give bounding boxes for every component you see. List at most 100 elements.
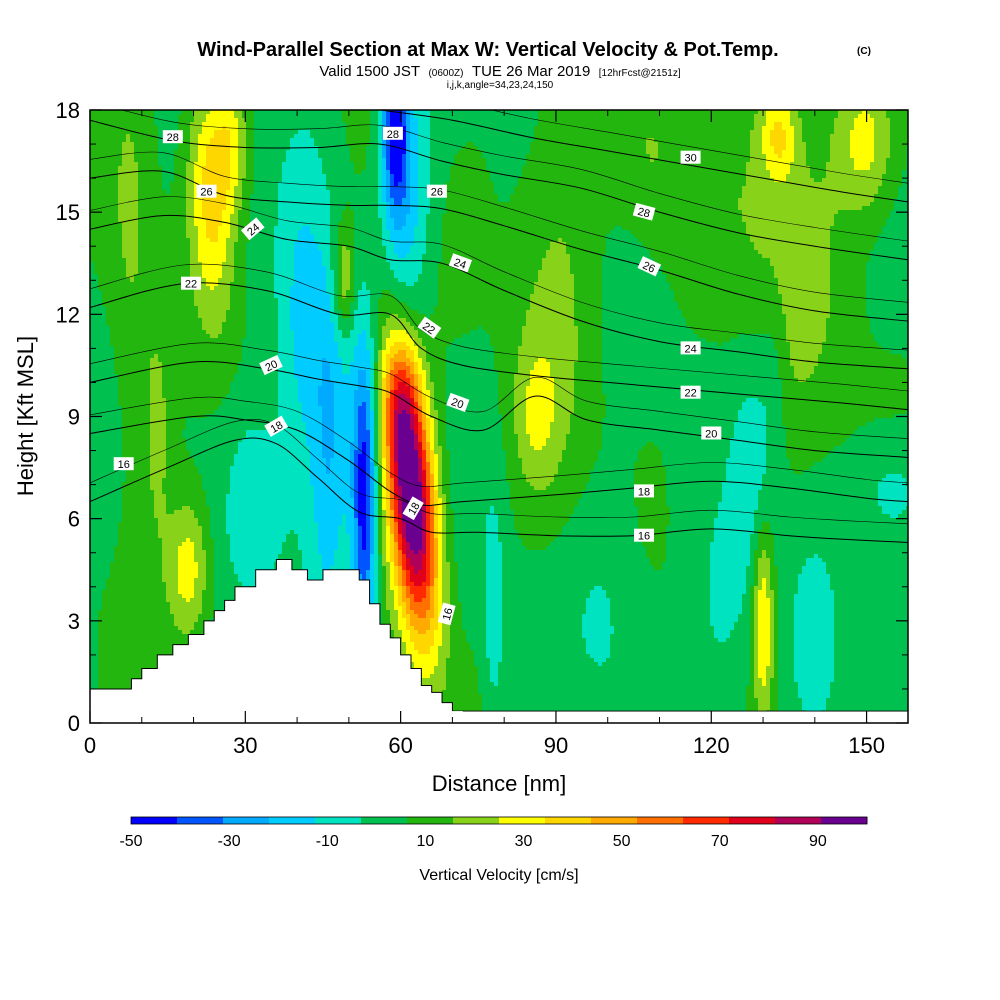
velocity-cell	[342, 134, 347, 139]
velocity-cell	[598, 134, 603, 139]
velocity-cell	[330, 122, 335, 127]
velocity-cell	[334, 122, 339, 127]
velocity-cell	[586, 114, 591, 119]
velocity-cell	[746, 134, 751, 139]
velocity-cell	[602, 118, 607, 123]
velocity-cell	[330, 118, 335, 123]
velocity-cell	[702, 134, 707, 139]
velocity-cell	[594, 118, 599, 123]
velocity-cell	[370, 126, 375, 131]
velocity-cell	[518, 130, 523, 135]
velocity-cell	[878, 118, 883, 123]
velocity-cell	[430, 122, 435, 127]
velocity-cell	[642, 130, 647, 135]
velocity-cell	[594, 134, 599, 139]
velocity-cell	[854, 118, 859, 123]
velocity-cell	[150, 118, 155, 123]
velocity-cell	[598, 114, 603, 119]
velocity-cell	[350, 130, 355, 135]
velocity-cell	[478, 114, 483, 119]
velocity-cell	[622, 130, 627, 135]
velocity-cell	[710, 130, 715, 135]
velocity-cell	[814, 126, 819, 131]
velocity-cell	[202, 134, 207, 139]
velocity-cell	[666, 126, 671, 131]
velocity-cell	[490, 122, 495, 127]
velocity-cell	[374, 126, 379, 131]
velocity-cell	[570, 114, 575, 119]
velocity-cell	[674, 122, 679, 127]
velocity-cell	[314, 122, 319, 127]
velocity-cell	[682, 122, 687, 127]
velocity-cell	[866, 122, 871, 127]
velocity-cell	[354, 118, 359, 123]
velocity-cell	[306, 130, 311, 135]
velocity-cell	[138, 126, 143, 131]
velocity-cell	[262, 118, 267, 123]
velocity-cell	[538, 134, 543, 139]
velocity-cell	[366, 126, 371, 131]
velocity-cell	[250, 118, 255, 123]
velocity-cell	[338, 130, 343, 135]
velocity-cell	[650, 134, 655, 139]
velocity-cell	[306, 122, 311, 127]
velocity-cell	[362, 114, 367, 119]
velocity-cell	[222, 130, 227, 135]
velocity-cell	[490, 118, 495, 123]
velocity-cell	[558, 118, 563, 123]
velocity-cell	[298, 130, 303, 135]
velocity-cell	[370, 134, 375, 139]
velocity-cell	[122, 130, 127, 135]
velocity-cell	[266, 126, 271, 131]
velocity-cell	[238, 122, 243, 127]
velocity-cell	[878, 122, 883, 127]
velocity-cell	[686, 118, 691, 123]
velocity-cell	[290, 130, 295, 135]
velocity-cell	[390, 122, 395, 127]
velocity-cell	[818, 134, 823, 139]
velocity-cell	[474, 114, 479, 119]
velocity-cell	[530, 130, 535, 135]
velocity-cell	[782, 126, 787, 131]
velocity-cell	[774, 134, 779, 139]
velocity-cell	[534, 130, 539, 135]
velocity-cell	[734, 134, 739, 139]
velocity-cell	[470, 134, 475, 139]
velocity-cell	[334, 126, 339, 131]
velocity-cell	[666, 114, 671, 119]
velocity-cell	[230, 134, 235, 139]
velocity-cell	[318, 130, 323, 135]
velocity-cell	[794, 122, 799, 127]
velocity-cell	[638, 118, 643, 123]
velocity-cell	[590, 122, 595, 127]
velocity-cell	[210, 118, 215, 123]
velocity-cell	[702, 130, 707, 135]
velocity-cell	[758, 126, 763, 131]
velocity-cell	[526, 126, 531, 131]
velocity-cell	[626, 118, 631, 123]
velocity-cell	[838, 122, 843, 127]
velocity-cell	[670, 122, 675, 127]
velocity-cell	[302, 122, 307, 127]
velocity-cell	[738, 134, 743, 139]
velocity-cell	[846, 130, 851, 135]
velocity-cell	[190, 118, 195, 123]
velocity-cell	[234, 118, 239, 123]
velocity-cell	[778, 134, 783, 139]
velocity-cell	[254, 122, 259, 127]
velocity-cell	[574, 118, 579, 123]
velocity-cell	[782, 122, 787, 127]
velocity-cell	[734, 126, 739, 131]
velocity-cell	[870, 118, 875, 123]
velocity-cell	[662, 118, 667, 123]
velocity-cell	[486, 118, 491, 123]
velocity-cell	[694, 134, 699, 139]
velocity-cell	[290, 126, 295, 131]
figure: Wind-Parallel Section at Max W: Vertical…	[0, 0, 1000, 1000]
velocity-cell	[658, 134, 663, 139]
velocity-cell	[502, 118, 507, 123]
velocity-cell	[534, 122, 539, 127]
velocity-cell	[226, 118, 231, 123]
velocity-cell	[742, 126, 747, 131]
velocity-cell	[126, 114, 131, 119]
